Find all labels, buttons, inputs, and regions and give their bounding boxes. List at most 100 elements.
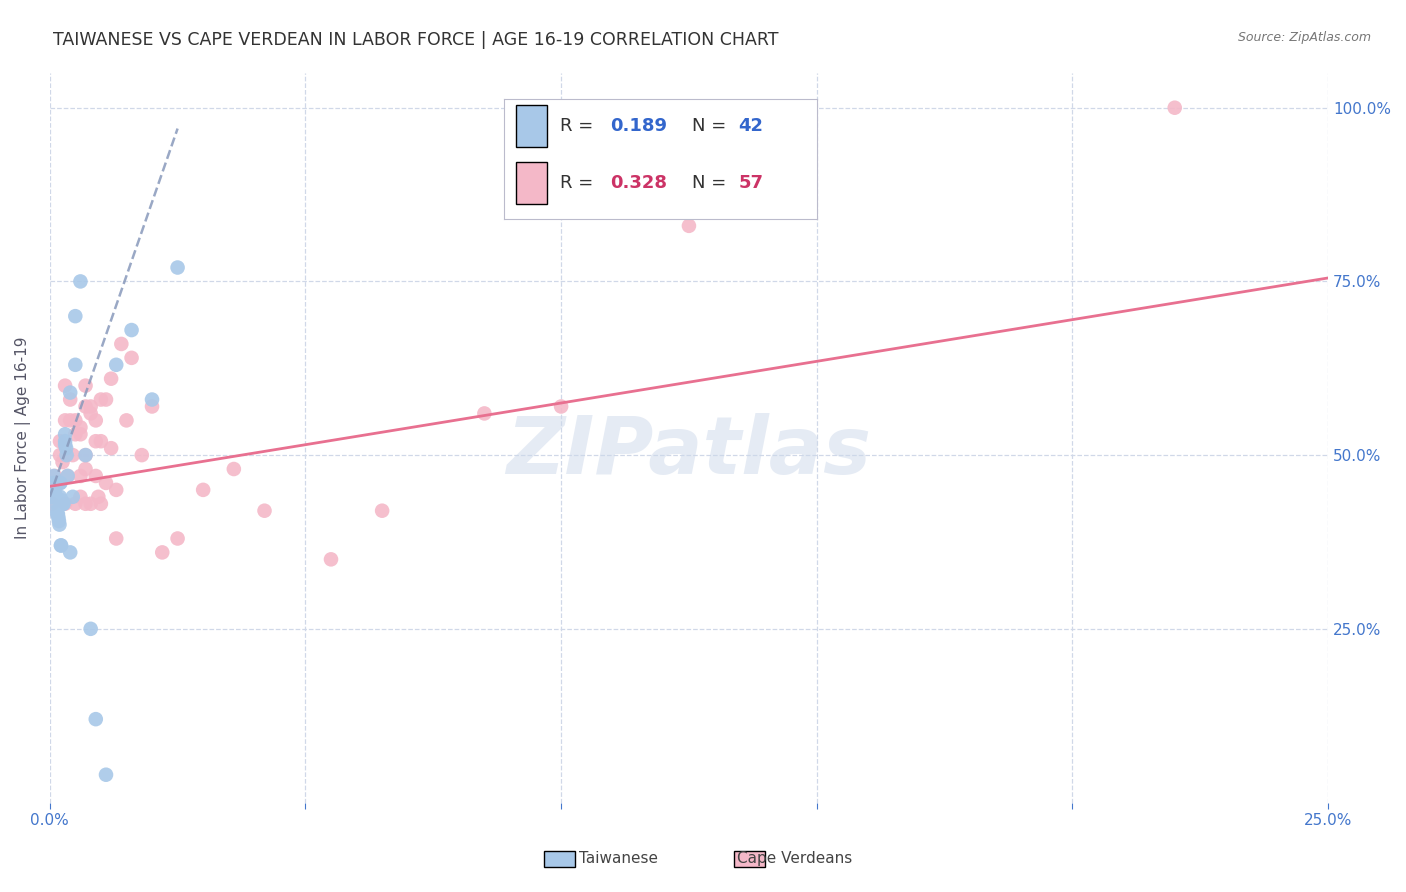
Point <box>222 462 245 476</box>
Point <box>45 497 67 511</box>
Point <box>75 448 97 462</box>
Point <box>46 507 69 521</box>
Point <box>79 400 101 414</box>
Point <box>44 469 66 483</box>
Point <box>65 309 87 323</box>
Point <box>75 378 97 392</box>
Text: Cape Verdeans: Cape Verdeans <box>737 851 852 865</box>
Point <box>94 475 117 490</box>
Point <box>49 475 72 490</box>
Point <box>56 469 79 483</box>
Y-axis label: In Labor Force | Age 16-19: In Labor Force | Age 16-19 <box>15 336 31 539</box>
Point <box>53 378 76 392</box>
Point <box>62 448 84 462</box>
Point <box>79 497 101 511</box>
Point <box>75 497 97 511</box>
Point <box>115 413 138 427</box>
Point <box>53 427 76 442</box>
Point <box>49 538 72 552</box>
Text: ZIPatlas: ZIPatlas <box>506 413 872 491</box>
Point <box>141 392 163 407</box>
Point <box>105 532 128 546</box>
Point <box>69 274 91 288</box>
Point <box>166 260 188 275</box>
Point <box>42 469 65 483</box>
Point <box>51 497 73 511</box>
Point <box>44 486 66 500</box>
Point <box>90 497 112 511</box>
Point <box>100 441 122 455</box>
Point <box>1164 101 1187 115</box>
Point <box>550 400 572 414</box>
Point <box>65 497 87 511</box>
Point <box>105 483 128 497</box>
Point <box>53 413 76 427</box>
Point <box>121 351 143 365</box>
Point <box>253 504 276 518</box>
Point <box>84 413 107 427</box>
Point <box>69 427 91 442</box>
Point <box>191 483 214 497</box>
Point <box>110 337 132 351</box>
Point <box>45 504 67 518</box>
Point <box>48 517 70 532</box>
Point <box>45 490 67 504</box>
Point <box>65 358 87 372</box>
Point <box>41 490 63 504</box>
Point <box>75 448 97 462</box>
Text: Taiwanese: Taiwanese <box>579 851 658 865</box>
Point <box>75 462 97 476</box>
Text: Source: ZipAtlas.com: Source: ZipAtlas.com <box>1237 31 1371 45</box>
Point <box>48 514 70 528</box>
Point <box>319 552 342 566</box>
Point <box>49 448 72 462</box>
Point <box>53 497 76 511</box>
Point <box>371 504 394 518</box>
Point <box>53 438 76 452</box>
Point <box>51 455 73 469</box>
Point <box>53 434 76 449</box>
Point <box>48 510 70 524</box>
Point <box>49 475 72 490</box>
Point <box>678 219 700 233</box>
Point <box>42 475 65 490</box>
Point <box>131 448 153 462</box>
Point <box>49 434 72 449</box>
Point <box>55 441 77 455</box>
Point <box>75 400 97 414</box>
Point <box>59 385 82 400</box>
Point <box>65 413 87 427</box>
Point <box>87 490 110 504</box>
Point <box>41 497 63 511</box>
Point <box>90 392 112 407</box>
Point <box>51 497 73 511</box>
Text: TAIWANESE VS CAPE VERDEAN IN LABOR FORCE | AGE 16-19 CORRELATION CHART: TAIWANESE VS CAPE VERDEAN IN LABOR FORCE… <box>53 31 779 49</box>
Point <box>59 545 82 559</box>
Point <box>100 372 122 386</box>
Point <box>79 406 101 420</box>
Point <box>94 392 117 407</box>
Point <box>52 497 75 511</box>
Point <box>52 497 75 511</box>
Point <box>59 413 82 427</box>
Point <box>79 622 101 636</box>
Point <box>84 469 107 483</box>
Point <box>474 406 496 420</box>
Point <box>84 434 107 449</box>
Point <box>94 768 117 782</box>
Point <box>46 507 69 521</box>
Point <box>59 392 82 407</box>
Point <box>65 427 87 442</box>
Point <box>46 475 69 490</box>
Point <box>56 469 79 483</box>
Point <box>49 538 72 552</box>
Point <box>69 490 91 504</box>
Point <box>49 490 72 504</box>
Point <box>90 434 112 449</box>
Point <box>69 469 91 483</box>
Point <box>62 490 84 504</box>
Point <box>51 493 73 508</box>
Point <box>150 545 173 559</box>
Point <box>69 420 91 434</box>
Point <box>141 400 163 414</box>
